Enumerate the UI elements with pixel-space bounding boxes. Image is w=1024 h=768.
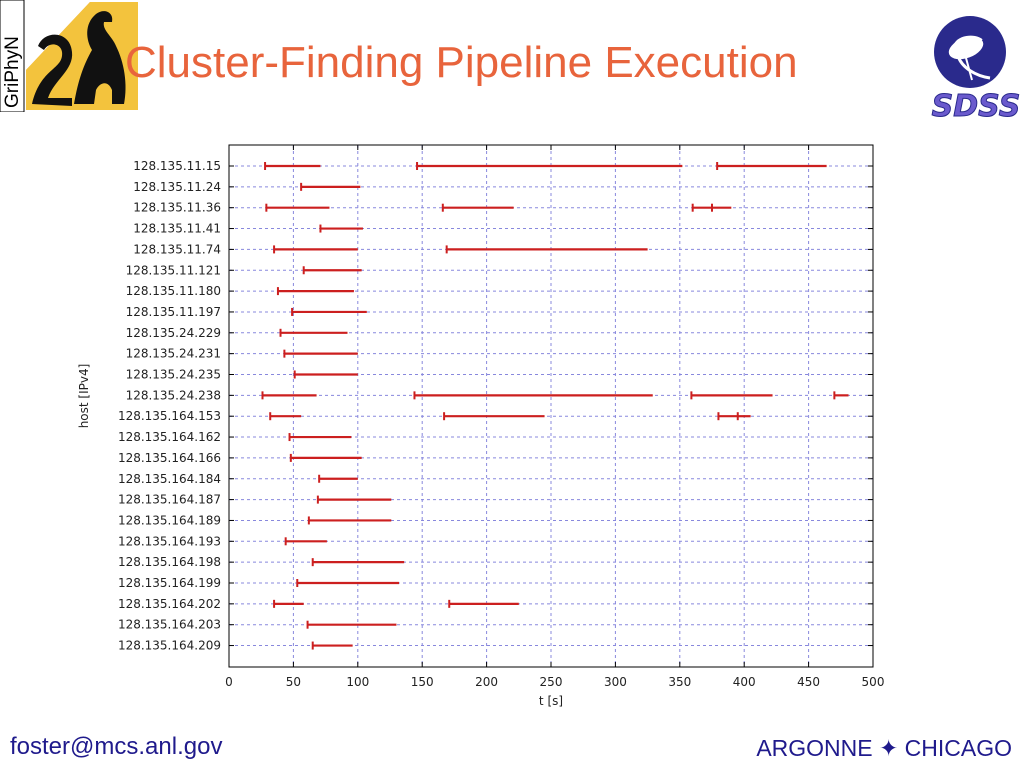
host-label: 128.135.164.203	[118, 618, 221, 632]
host-label: 128.135.164.187	[118, 493, 221, 507]
host-label: 128.135.11.24	[133, 180, 221, 194]
host-label: 128.135.164.153	[118, 409, 221, 423]
host-label: 128.135.164.199	[118, 576, 221, 590]
slide-title: Cluster-Finding Pipeline Execution	[125, 38, 798, 87]
host-label: 128.135.11.41	[133, 222, 221, 236]
x-tick-label: 50	[286, 675, 301, 689]
host-label: 128.135.164.193	[118, 534, 221, 548]
y-axis-label: host [IPv4]	[77, 364, 91, 429]
host-label: 128.135.164.198	[118, 555, 221, 569]
host-label: 128.135.11.121	[126, 263, 221, 277]
host-label: 128.135.164.209	[118, 639, 221, 653]
host-label: 128.135.164.189	[118, 513, 221, 527]
sdss-logo-text: SDSS	[932, 89, 1021, 122]
host-label: 128.135.11.74	[133, 242, 221, 256]
host-label: 128.135.164.184	[118, 472, 221, 486]
host-label: 128.135.24.235	[126, 368, 221, 382]
x-tick-label: 0	[225, 675, 233, 689]
host-label: 128.135.164.162	[118, 430, 221, 444]
host-label: 128.135.164.202	[118, 597, 221, 611]
x-tick-label: 300	[604, 675, 627, 689]
x-axis-label: t [s]	[539, 694, 563, 708]
host-label: 128.135.24.238	[126, 388, 221, 402]
host-label: 128.135.11.15	[133, 159, 221, 173]
x-tick-label: 200	[475, 675, 498, 689]
griphyn-logo: GriPhyN	[0, 0, 140, 113]
host-label: 128.135.24.229	[126, 326, 221, 340]
host-label: 128.135.11.197	[126, 305, 221, 319]
x-tick-label: 450	[797, 675, 820, 689]
sdss-logo: SDSS	[928, 6, 1024, 125]
x-tick-label: 100	[346, 675, 369, 689]
x-tick-label: 250	[540, 675, 563, 689]
host-label: 128.135.24.231	[126, 347, 221, 361]
host-label: 128.135.164.166	[118, 451, 221, 465]
host-label: 128.135.11.36	[133, 201, 221, 215]
x-tick-label: 150	[411, 675, 434, 689]
host-label: 128.135.11.180	[126, 284, 221, 298]
x-tick-label: 350	[668, 675, 691, 689]
x-tick-label: 400	[733, 675, 756, 689]
x-tick-label: 500	[862, 675, 885, 689]
footer-email: foster@mcs.anl.gov	[10, 733, 223, 760]
footer-org: ARGONNE ✦ CHICAGO	[756, 735, 1012, 761]
griphyn-logo-text: GriPhyN	[2, 36, 23, 108]
